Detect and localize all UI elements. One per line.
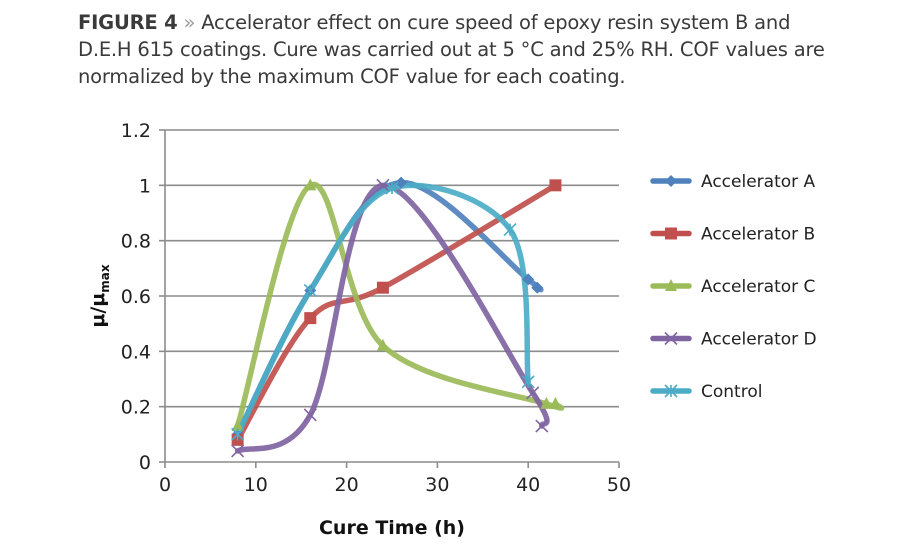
data-point-accelerator-d (526, 386, 540, 400)
data-point-accelerator-a (531, 281, 544, 294)
data-point-control (385, 181, 399, 195)
legend-marker (665, 227, 677, 240)
y-axis-title: μ/μmax (87, 264, 112, 328)
x-axis-title: Cure Time (h) (319, 517, 465, 539)
x-tick-label: 50 (607, 474, 631, 496)
marker-stroke (664, 331, 678, 346)
y-tick-labels: 0 0.2 0.4 0.6 0.8 1 1.2 (121, 120, 151, 474)
x-tick-labels: 0 10 20 30 40 50 (159, 474, 631, 496)
y-axis-title-sub: max (98, 264, 112, 293)
data-point-accelerator-d (231, 444, 245, 458)
legend-item-accelerator-a: Accelerator A (650, 172, 816, 192)
series-lines (234, 179, 565, 454)
y-tick-label: 0 (139, 452, 151, 474)
series-markers (231, 176, 562, 458)
svg-text:μ/μmax: μ/μmax (87, 264, 112, 328)
legend-item-control: Control (650, 382, 762, 402)
marker-stroke (535, 419, 549, 433)
x-tick-label: 20 (335, 474, 359, 496)
y-tick-label: 0.8 (121, 231, 151, 253)
figure-caption: FIGURE 4 » Accelerator effect on cure sp… (78, 9, 838, 90)
data-point-accelerator-b (304, 312, 317, 325)
legend-item-accelerator-b: Accelerator B (650, 225, 815, 245)
y-tick-label: 0.4 (121, 341, 151, 363)
data-point-accelerator-c (304, 178, 317, 191)
marker-stroke (303, 408, 317, 422)
y-tick-label: 0.2 (121, 397, 151, 419)
data-point-accelerator-c (231, 419, 244, 432)
caption-separator: » (183, 11, 196, 34)
axes (164, 130, 620, 468)
data-point-accelerator-c (540, 396, 553, 409)
legend-label: Accelerator B (701, 225, 815, 245)
data-point-accelerator-a (395, 176, 408, 189)
data-point-accelerator-c (376, 338, 389, 351)
y-tick-label: 0.6 (121, 286, 151, 308)
series-line-accelerator-c (234, 181, 565, 429)
data-point-accelerator-a (522, 273, 535, 286)
series-line-accelerator-b (234, 182, 559, 443)
legend-marker (664, 331, 678, 346)
legend-label: Accelerator C (701, 277, 815, 297)
y-tick-label: 1.2 (121, 120, 151, 142)
marker-stroke (231, 444, 245, 458)
legend-item-accelerator-c: Accelerator C (650, 277, 815, 297)
figure-label: FIGURE 4 (78, 11, 178, 34)
legend-marker (664, 384, 678, 398)
legend-label: Control (701, 382, 762, 402)
data-point-accelerator-b (376, 281, 389, 294)
data-point-control (503, 223, 517, 237)
data-point-accelerator-d (535, 419, 549, 433)
data-point-control (303, 283, 317, 298)
legend-label: Accelerator D (701, 330, 817, 350)
x-tick-label: 0 (159, 474, 171, 496)
x-tick-label: 30 (425, 474, 449, 496)
data-point-control (521, 375, 535, 389)
data-point-accelerator-b (549, 179, 562, 192)
marker-stroke (376, 178, 390, 192)
legend: Accelerator A Accelerator B Accelerator C A… (650, 172, 817, 402)
y-tick-label: 1 (139, 175, 151, 197)
legend-marker (665, 175, 677, 187)
x-tick-label: 40 (516, 474, 540, 496)
y-axis-title-main: μ/μ (87, 293, 109, 328)
data-point-accelerator-d (303, 408, 317, 422)
data-point-accelerator-d (376, 178, 390, 192)
legend-label: Accelerator A (701, 172, 816, 192)
series-line-accelerator-d (234, 182, 550, 454)
data-point-accelerator-c (549, 396, 562, 409)
caption-text: Accelerator effect on cure speed of epox… (78, 11, 825, 88)
legend-item-accelerator-d: Accelerator D (650, 330, 817, 350)
marker-stroke (526, 386, 540, 400)
data-point-control (231, 427, 245, 441)
x-tick-label: 10 (244, 474, 268, 496)
legend-marker (665, 279, 677, 291)
